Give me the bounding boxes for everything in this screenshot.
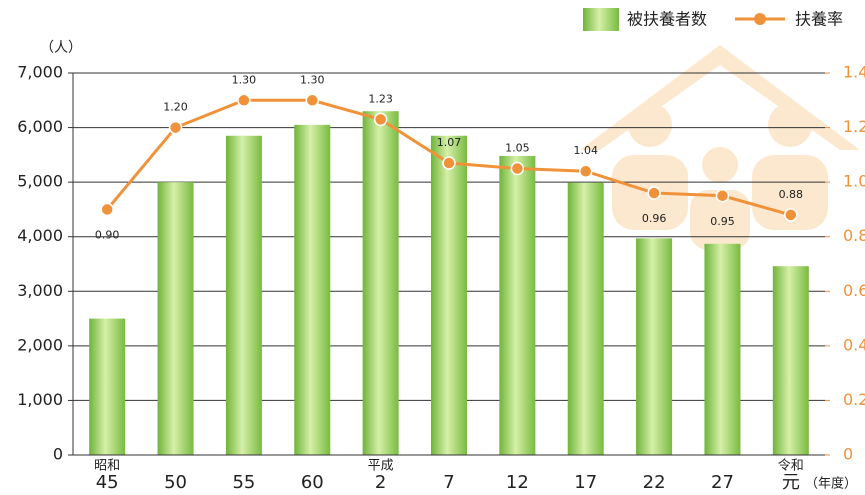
y-tick-label: 0 bbox=[53, 445, 63, 464]
line-marker bbox=[306, 94, 318, 106]
data-label: 0.88 bbox=[779, 188, 804, 201]
bar bbox=[226, 136, 262, 455]
x-tick-label: 12 bbox=[506, 472, 529, 493]
legend-swatch bbox=[583, 8, 619, 31]
y-tick-label: 1,000 bbox=[17, 390, 63, 409]
line-marker bbox=[170, 122, 182, 134]
x-tick-label: 55 bbox=[232, 472, 255, 493]
y2-tick-label: 0 bbox=[843, 445, 853, 464]
data-label: 0.96 bbox=[642, 212, 667, 225]
x-tick-label: 22 bbox=[643, 472, 666, 493]
legend-label: 被扶養者数 bbox=[627, 10, 707, 29]
bar bbox=[568, 183, 604, 455]
line-marker bbox=[785, 209, 797, 221]
legend-label: 扶養率 bbox=[795, 10, 843, 29]
y-tick-label: 5,000 bbox=[17, 172, 63, 191]
line-marker bbox=[375, 113, 387, 125]
y2-tick-label: 0.8 bbox=[843, 226, 865, 245]
bar bbox=[363, 111, 399, 455]
data-label: 1.23 bbox=[368, 92, 393, 105]
line-marker bbox=[580, 165, 592, 177]
line-marker bbox=[443, 157, 455, 169]
legend-marker bbox=[754, 13, 766, 25]
x-tick-label: 27 bbox=[711, 472, 734, 493]
chart: （人） （年度） 0 1,000 2,000 3,000 4,000 5,000 6,000… bbox=[0, 0, 865, 495]
x-tick-label: 17 bbox=[574, 472, 597, 493]
y2-tick-label: 1.0 bbox=[843, 172, 865, 191]
data-label: 1.30 bbox=[300, 73, 325, 86]
y-tick-label: 7,000 bbox=[17, 63, 63, 82]
y-tick-label: 6,000 bbox=[17, 117, 63, 136]
bar bbox=[89, 319, 125, 455]
data-label: 1.20 bbox=[163, 101, 188, 114]
x-tick-label: 7 bbox=[443, 472, 454, 493]
y-tick-label: 2,000 bbox=[17, 335, 63, 354]
y2-tick-label: 0.4 bbox=[843, 335, 865, 354]
x-tick-label: 2 bbox=[375, 472, 386, 493]
data-label: 1.04 bbox=[573, 144, 598, 157]
bar bbox=[431, 136, 467, 455]
y2-tick-label: 1.2 bbox=[843, 117, 865, 136]
bar bbox=[636, 238, 672, 455]
x-group-label: 平成 bbox=[368, 459, 394, 474]
y-axis-unit: （人） bbox=[40, 40, 82, 56]
x-tick-label: 50 bbox=[164, 472, 187, 493]
line-marker bbox=[648, 187, 660, 199]
bar bbox=[773, 266, 809, 455]
data-label: 1.30 bbox=[232, 73, 257, 86]
x-tick-label: 元 bbox=[782, 472, 800, 493]
y-tick-label: 4,000 bbox=[17, 226, 63, 245]
x-group-label: 令和 bbox=[778, 459, 804, 474]
data-label: 0.90 bbox=[95, 228, 120, 241]
x-axis-unit: （年度） bbox=[805, 476, 857, 492]
y2-tick-label: 0.2 bbox=[843, 390, 865, 409]
bar bbox=[499, 156, 535, 455]
y2-tick-label: 1.4 bbox=[843, 63, 865, 82]
line-marker bbox=[238, 94, 250, 106]
data-label: 1.07 bbox=[437, 136, 462, 149]
line-marker bbox=[101, 203, 113, 215]
bar bbox=[704, 244, 740, 455]
bar bbox=[158, 182, 194, 455]
bar bbox=[294, 125, 330, 455]
line-marker bbox=[716, 190, 728, 202]
x-tick-label: 45 bbox=[96, 472, 119, 493]
line-marker bbox=[511, 163, 523, 175]
y-tick-label: 3,000 bbox=[17, 281, 63, 300]
data-label: 0.95 bbox=[710, 215, 735, 228]
data-label: 1.05 bbox=[505, 142, 530, 155]
x-group-label: 昭和 bbox=[94, 459, 120, 474]
y2-tick-label: 0.6 bbox=[843, 281, 865, 300]
x-tick-label: 60 bbox=[301, 472, 324, 493]
